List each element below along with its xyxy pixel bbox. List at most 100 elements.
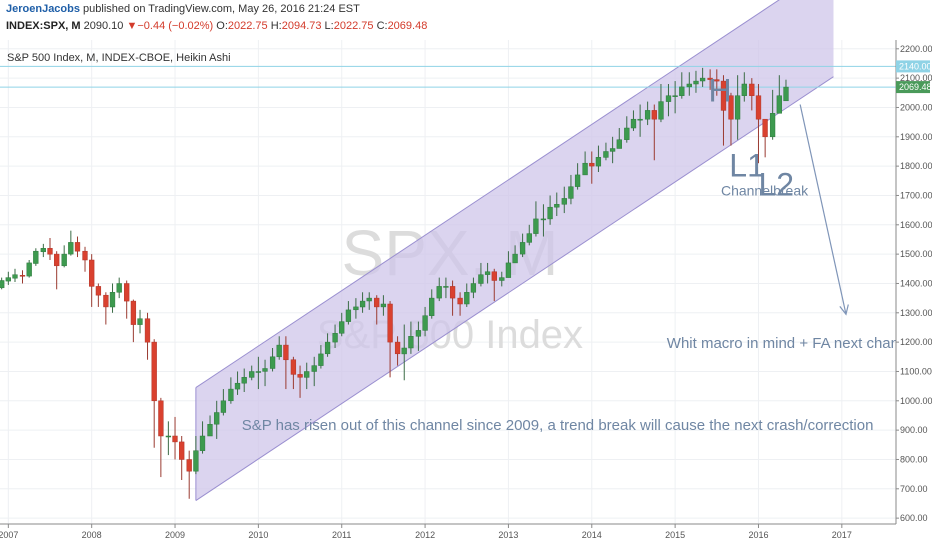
candle (255, 356, 262, 390)
candle-body (5, 277, 11, 282)
y-tick-label: 1400.00 (900, 278, 932, 288)
price-label-text: 2069.48 (899, 82, 932, 92)
x-axis-background (0, 524, 932, 550)
candle (269, 348, 276, 372)
candle-body (234, 382, 241, 390)
y-tick-label: 1600.00 (900, 220, 932, 230)
candle-body (61, 253, 67, 267)
candle (387, 301, 393, 378)
candle (699, 67, 706, 87)
candle (609, 136, 616, 164)
candle (137, 309, 143, 334)
candle (74, 236, 81, 258)
candle (679, 72, 685, 99)
candle (158, 397, 164, 478)
candle-body (422, 315, 428, 331)
candle (297, 365, 303, 398)
candles (0, 67, 789, 499)
y-tick-label: 1800.00 (900, 161, 932, 171)
candle-body (54, 253, 60, 267)
candle-body (359, 300, 366, 308)
candle (603, 142, 609, 161)
candle-body (207, 424, 213, 437)
author-link[interactable]: JeroenJacobs (6, 3, 80, 15)
candle-body (387, 303, 393, 343)
candle-body (318, 353, 324, 366)
candle-body (665, 95, 672, 102)
y-tick-label: 800.00 (900, 454, 928, 464)
candle (707, 69, 713, 90)
candle-body (40, 248, 46, 253)
price-change: −0.44 (−0.02%) (137, 20, 214, 32)
candle-body (0, 280, 5, 289)
candle (714, 69, 720, 96)
candle-body (165, 435, 172, 438)
candle (0, 277, 5, 290)
channel-lower-line (195, 76, 834, 501)
candle-body (429, 297, 435, 316)
candle-body (491, 271, 497, 281)
chart-title: S&P 500 Index, M, INDEX-CBOE, Heikin Ash… (7, 52, 231, 64)
y-tick-label: 1100.00 (900, 366, 932, 376)
candle-body (499, 277, 505, 281)
candle (408, 321, 414, 354)
candle-body (616, 139, 622, 149)
x-tick-label: 2015 (665, 530, 685, 540)
candle (130, 299, 137, 343)
candle-body (130, 300, 137, 325)
candle-body (595, 157, 602, 167)
candle (5, 271, 11, 285)
candle-body (630, 118, 637, 129)
x-tick-label: 2012 (415, 530, 435, 540)
candle (324, 333, 331, 357)
candle-body (589, 162, 595, 167)
candle-body (95, 286, 102, 296)
x-tick-label: 2016 (748, 530, 768, 540)
candle (345, 301, 352, 325)
symbol-label[interactable]: INDEX:SPX, M (6, 20, 81, 32)
candle (755, 84, 762, 164)
candle-body (109, 292, 116, 308)
candle (103, 292, 109, 325)
candle (741, 72, 747, 102)
candle (401, 324, 407, 381)
candle (353, 298, 359, 319)
candle-body (707, 77, 713, 80)
x-tick-label: 2011 (332, 530, 351, 540)
candle-body (137, 318, 143, 325)
candle (366, 292, 372, 310)
y-tick-label: 1200.00 (900, 337, 932, 347)
x-axis: 2007 2008 2009 2010 2011 2012 2013 2014 2015 2016… (0, 524, 852, 540)
candle (574, 163, 581, 190)
candle-body (158, 400, 164, 437)
candle-body (734, 95, 741, 120)
candle-body (74, 242, 81, 252)
arrow-shaft (799, 104, 847, 315)
candle-body (68, 242, 74, 255)
y-tick-label: 1000.00 (900, 396, 932, 406)
candle (526, 224, 532, 246)
annotation-text: Channelbreak (721, 182, 809, 198)
publish-info: published on TradingView.com, May 26, 20… (83, 3, 360, 15)
price-labels: 2140.00 2069.48 (896, 60, 932, 94)
y-axis-background (896, 40, 932, 524)
candle (318, 345, 324, 369)
x-tick-label: 2009 (165, 530, 185, 540)
candle-body (193, 450, 199, 472)
candle-body (339, 321, 345, 334)
candle-body (582, 162, 588, 176)
candle (207, 415, 213, 437)
candle-body (186, 459, 192, 472)
candle (304, 362, 310, 390)
candle (172, 416, 178, 460)
projection-arrow[interactable] (799, 104, 849, 316)
candle-body (574, 174, 581, 187)
candle-body (603, 151, 609, 158)
candle (199, 421, 206, 454)
candle-body (179, 441, 185, 460)
candle (82, 246, 88, 272)
candle (193, 436, 199, 475)
candle (415, 321, 422, 351)
annotation-text: H (708, 73, 731, 109)
